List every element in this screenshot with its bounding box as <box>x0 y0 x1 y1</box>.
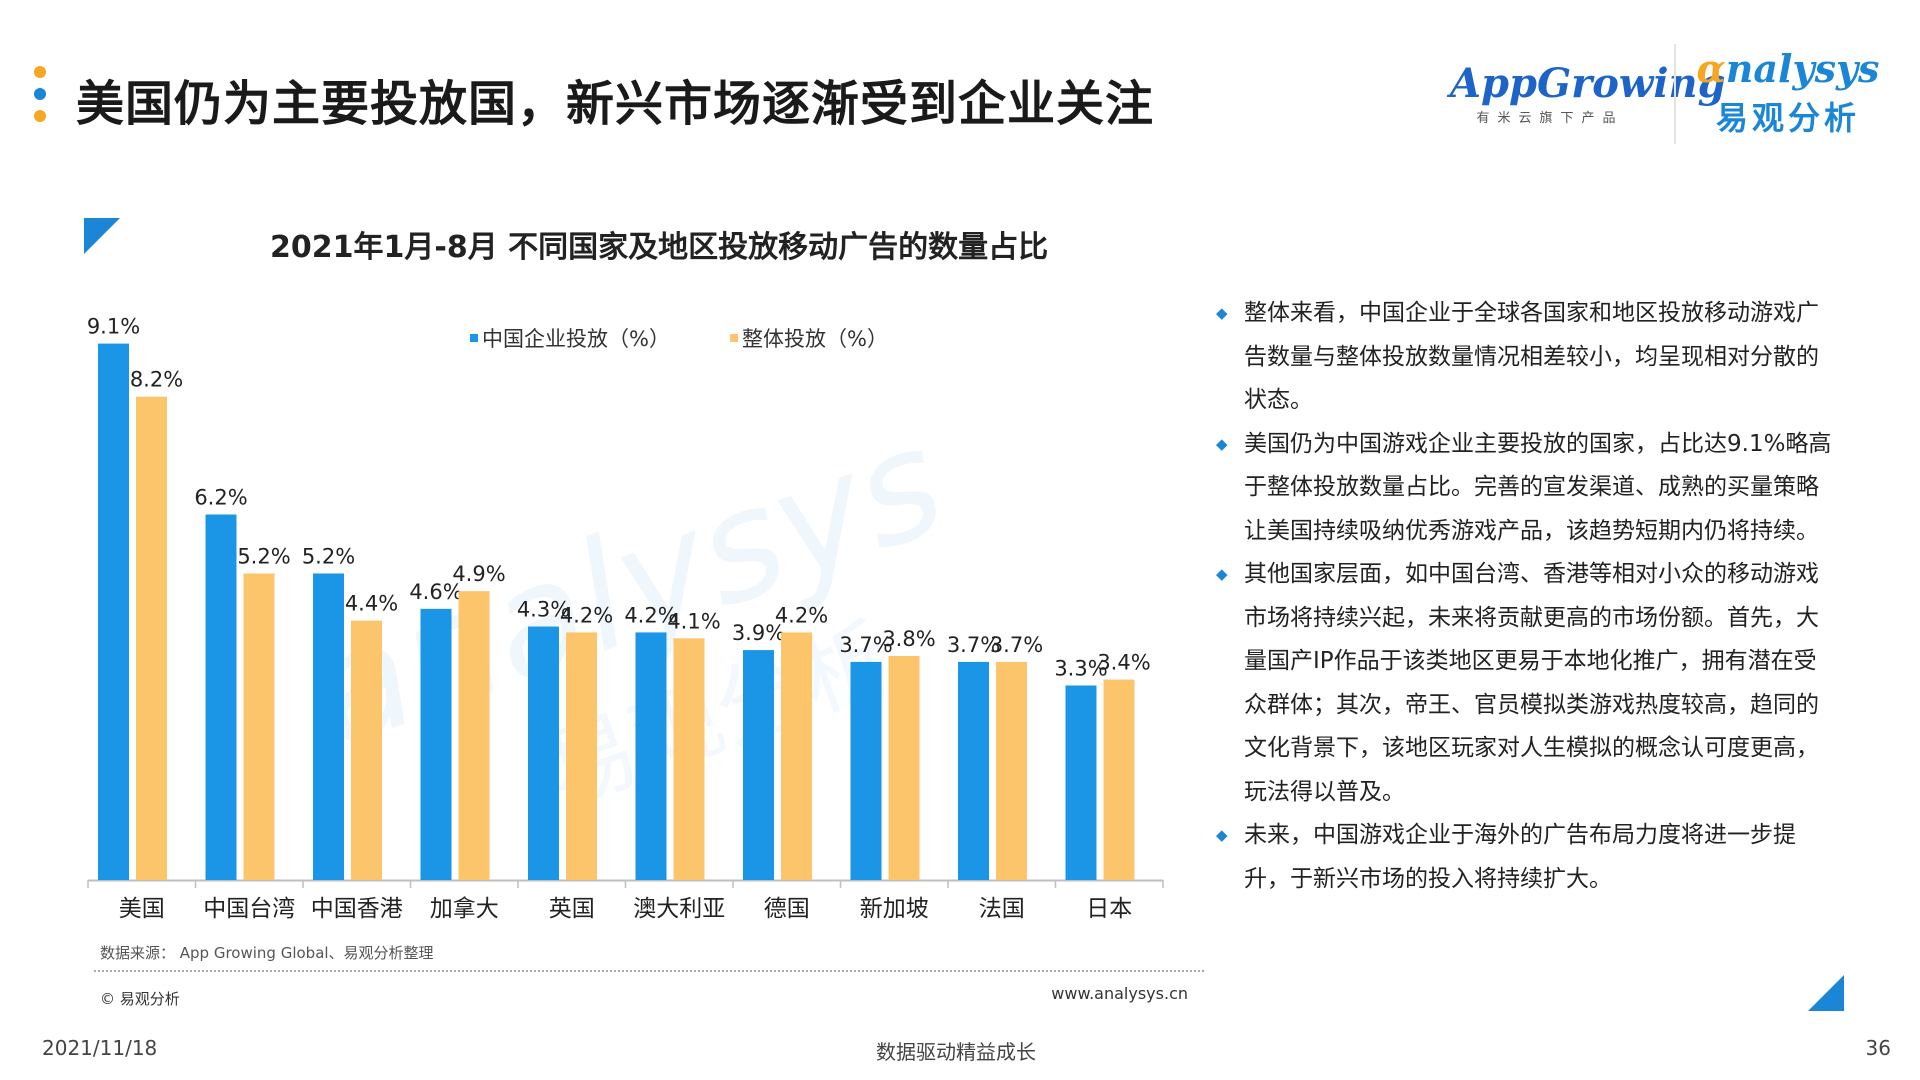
data-label: 5.2% <box>302 544 355 568</box>
data-label: 4.3% <box>517 598 570 622</box>
data-label: 6.2% <box>194 486 247 510</box>
appgrowing-logo-text: AppGrowing <box>1450 60 1726 107</box>
data-label: 3.3% <box>1054 656 1107 680</box>
page-title: 美国仍为主要投放国，新兴市场逐渐受到企业关注 <box>76 76 1155 132</box>
bar <box>528 626 559 880</box>
analysis-text: 未来，中国游戏企业于海外的广告布局力度将进一步提升，于新兴市场的投入将持续扩大。 <box>1244 822 1796 892</box>
bar <box>566 632 597 880</box>
bar <box>98 343 129 880</box>
legend-label: 中国企业投放（%） <box>482 327 670 351</box>
category-label: 英国 <box>549 896 595 922</box>
category-label: 加拿大 <box>430 895 499 922</box>
data-label: 4.9% <box>452 562 505 586</box>
data-label: 4.4% <box>345 592 398 616</box>
website-link[interactable]: www.analysys.cn <box>1051 984 1188 1003</box>
data-label: 3.9% <box>732 621 785 645</box>
legend-swatch <box>470 334 478 342</box>
title-dot <box>34 110 46 122</box>
data-label: 4.2% <box>775 603 828 627</box>
corner-triangle-icon <box>84 218 120 254</box>
data-label: 4.2% <box>560 603 613 627</box>
diamond-bullet-icon: ◆ <box>1216 434 1228 453</box>
bar <box>1103 679 1135 880</box>
legend-swatch <box>730 334 738 342</box>
data-label: 3.7% <box>947 633 1000 657</box>
data-label: 4.2% <box>624 603 677 627</box>
copyright: © 易观分析 <box>100 990 180 1008</box>
category-label: 法国 <box>979 896 1025 922</box>
data-label: 3.4% <box>1097 651 1150 675</box>
bar <box>243 573 275 880</box>
analysis-list: ◆ 整体来看，中国企业于全球各国家和地区投放移动游戏广告数量与整体投放数量情况相差… <box>1216 292 1836 901</box>
category-label: 新加坡 <box>860 896 929 922</box>
analysis-item: ◆ 其他国家层面，如中国台湾、香港等相对小众的移动游戏市场将持续兴起，未来将贡献更… <box>1216 553 1836 814</box>
category-label: 美国 <box>119 896 165 922</box>
page-number: 36 <box>1865 1036 1891 1060</box>
data-label: 5.2% <box>237 544 290 568</box>
category-label: 日本 <box>1086 896 1132 922</box>
analysys-logo-text: ɑnalysys <box>1688 46 1888 91</box>
data-source: 数据来源： App Growing Global、易观分析整理 <box>100 944 434 962</box>
corner-triangle-icon <box>1808 975 1844 1011</box>
title-dots <box>34 66 48 132</box>
analysis-text: 整体来看，中国企业于全球各国家和地区投放移动游戏广告数量与整体投放数量情况相差较… <box>1244 300 1819 413</box>
data-label: 3.7% <box>990 633 1043 657</box>
bar <box>313 573 344 880</box>
bar <box>673 638 705 880</box>
data-label: 4.1% <box>667 609 720 633</box>
data-label: 9.1% <box>87 315 140 339</box>
diamond-bullet-icon: ◆ <box>1216 826 1228 844</box>
legend-label: 整体投放（%） <box>742 327 888 351</box>
bar <box>1065 685 1097 880</box>
logo-divider <box>1674 44 1676 144</box>
bar <box>351 620 382 880</box>
data-label: 8.2% <box>130 368 183 392</box>
category-label: 澳大利亚 <box>633 896 725 922</box>
footer-date: 2021/11/18 <box>42 1036 158 1060</box>
analysys-logo-subtitle: 易观分析 <box>1715 99 1860 137</box>
category-label: 中国台湾 <box>203 896 295 922</box>
appgrowing-logo-subtitle: 有米云旗下产品 <box>1476 111 1624 126</box>
bar <box>781 632 812 880</box>
analysis-text: 美国仍为中国游戏企业主要投放的国家，占比达9.1%略高于整体投放数量占比。完善的… <box>1244 430 1832 544</box>
analysys-logo-o-icon: ɑ <box>1696 46 1726 91</box>
bar <box>458 591 490 880</box>
diamond-bullet-icon: ◆ <box>1216 304 1228 322</box>
appgrowing-logo: AppGrowing 有米云旗下产品 <box>1450 60 1726 126</box>
analysys-logo: ɑnalysys 易观分析 <box>1688 46 1888 139</box>
analysis-text: 其他国家层面，如中国台湾、香港等相对小众的移动游戏市场将持续兴起，未来将贡献更高… <box>1244 561 1819 805</box>
bar <box>420 608 452 880</box>
footer-slogan: 数据驱动精益成长 <box>876 1040 1036 1064</box>
analysys-logo-word: nalysys <box>1725 46 1880 91</box>
analysis-item: ◆ 美国仍为中国游戏企业主要投放的国家，占比达9.1%略高于整体投放数量占比。完善… <box>1216 423 1836 554</box>
bar <box>996 661 1027 880</box>
bar <box>850 661 882 880</box>
bar <box>743 650 774 880</box>
data-label: 3.7% <box>839 633 892 657</box>
chart-title: 2021年1月-8月 不同国家及地区投放移动广告的数量占比 <box>270 230 1049 265</box>
bar <box>205 514 237 880</box>
dotted-divider <box>94 970 1204 972</box>
category-label: 德国 <box>764 896 810 922</box>
analysis-item: ◆ 整体来看，中国企业于全球各国家和地区投放移动游戏广告数量与整体投放数量情况相差… <box>1216 292 1836 423</box>
data-label: 4.6% <box>409 580 462 604</box>
diamond-bullet-icon: ◆ <box>1216 565 1228 583</box>
category-label: 中国香港 <box>311 896 403 922</box>
bar <box>958 661 989 880</box>
bar <box>136 396 167 880</box>
title-dot <box>34 66 46 78</box>
bar <box>635 632 667 880</box>
title-dot <box>34 88 46 100</box>
bar <box>888 656 920 880</box>
analysis-item: ◆ 未来，中国游戏企业于海外的广告布局力度将进一步提升，于新兴市场的投入将持续扩大… <box>1216 814 1836 901</box>
data-label: 3.8% <box>882 627 935 651</box>
